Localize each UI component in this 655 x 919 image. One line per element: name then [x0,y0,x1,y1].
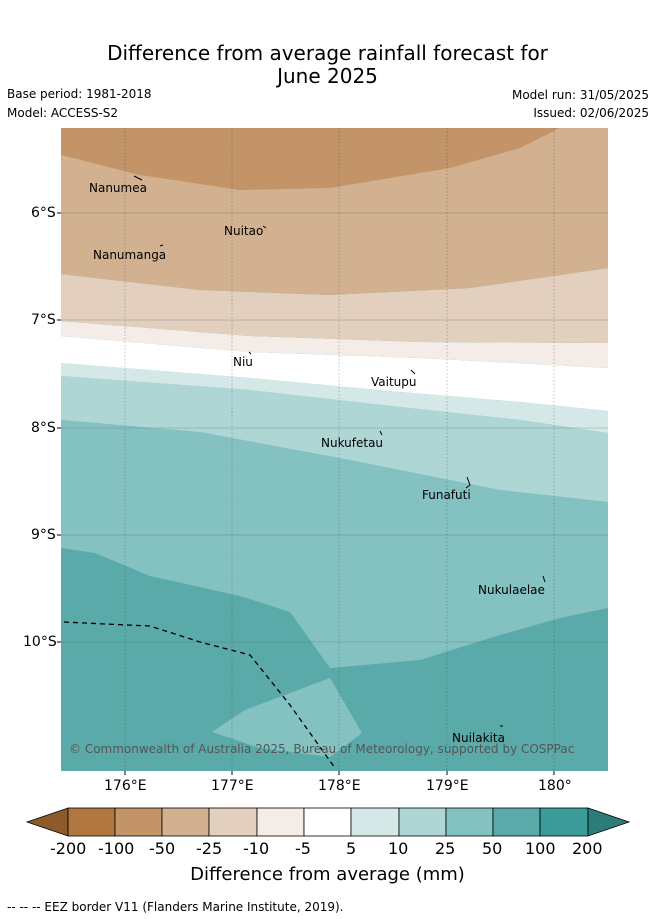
band-10-25 [61,363,608,433]
colorbar-label: 200 [572,839,603,858]
place-label-funafuti: Funafuti [422,488,471,502]
band-25-50 [61,376,608,502]
place-label-nanumanga: Nanumanga [93,248,167,262]
colorbar-label: 5 [346,839,357,858]
band-neg50-neg25 [61,128,560,190]
band-neg10-neg5 [61,268,608,343]
issued-label: Issued: 02/06/2025 [533,106,649,120]
colorbar-swatch [539,807,589,837]
lat-ticks [57,212,61,643]
colorbar-swatch [445,807,494,837]
colorbar [25,807,631,837]
lon-label: 178°E [318,778,361,794]
eez-footnote: -- -- -- EEZ border V11 (Flanders Marine… [7,900,344,914]
place-label-nuilakita: Nuilakita [452,731,505,745]
lat-label: 9°S [31,527,56,543]
lon-label: 180° [538,778,572,794]
colorbar-swatch [114,807,163,837]
colorbar-swatch [492,807,541,837]
colorbar-label: -200 [50,839,87,858]
colorbar-label: -5 [295,839,311,858]
copyright-notice: © Commonwealth of Australia 2025, Bureau… [69,742,575,756]
map-title: Difference from average rainfall forecas… [0,42,655,88]
band-50-100 [61,420,608,668]
model-run-label: Model run: 31/05/2025 [511,88,649,102]
title-line-2: June 2025 [277,64,378,88]
lat-label: 8°S [31,420,56,436]
colorbar-label: 50 [482,839,503,858]
island-markers [133,175,546,727]
rainfall-bands [61,128,608,771]
model-label: Model: ACCESS-S2 [7,106,119,120]
colorbar-swatch [161,807,210,837]
colorbar-label: 10 [388,839,409,858]
colorbar-label: -50 [149,839,176,858]
colorbar-extend-high [587,807,631,837]
colorbar-label: 100 [525,839,556,858]
lat-label: 7°S [31,312,56,328]
colorbar-swatch [303,807,352,837]
colorbar-extend-low [25,807,69,837]
colorbar-label: -100 [98,839,135,858]
place-label-nuitao: Nuitao [224,224,264,238]
place-label-nanumea: Nanumea [89,181,147,195]
lon-label: 179°E [426,778,469,794]
base-period-label: Base period: 1981-2018 [7,87,152,101]
title-line-1: Difference from average rainfall forecas… [107,41,548,65]
eez-border [63,621,336,769]
colorbar-swatch [208,807,258,837]
place-label-niu: Niu [233,355,253,369]
colorbar-swatch [350,807,400,837]
graticule [124,128,555,771]
colorbar-swatch [398,807,447,837]
lat-label: 6°S [31,205,56,221]
colorbar-label: 25 [435,839,456,858]
band-5-10 [61,336,608,411]
lon-label: 177°E [211,778,254,794]
colorbar-title: Difference from average (mm) [190,864,465,885]
colorbar-label: -25 [196,839,223,858]
place-label-vaitupu: Vaitupu [371,375,417,389]
colorbar-swatch [67,807,116,837]
place-label-nukulaelae: Nukulaelae [478,583,545,597]
colorbar-label: -10 [243,839,270,858]
band-neg5-5 [61,321,608,368]
lon-label: 176°E [104,778,147,794]
latitude-lines [61,212,608,643]
place-label-nukufetau: Nukufetau [321,436,384,450]
lon-ticks [124,771,555,775]
colorbar-swatch [256,807,305,837]
band-25-50-patch [212,678,362,757]
lat-label: 10°S [23,634,57,650]
